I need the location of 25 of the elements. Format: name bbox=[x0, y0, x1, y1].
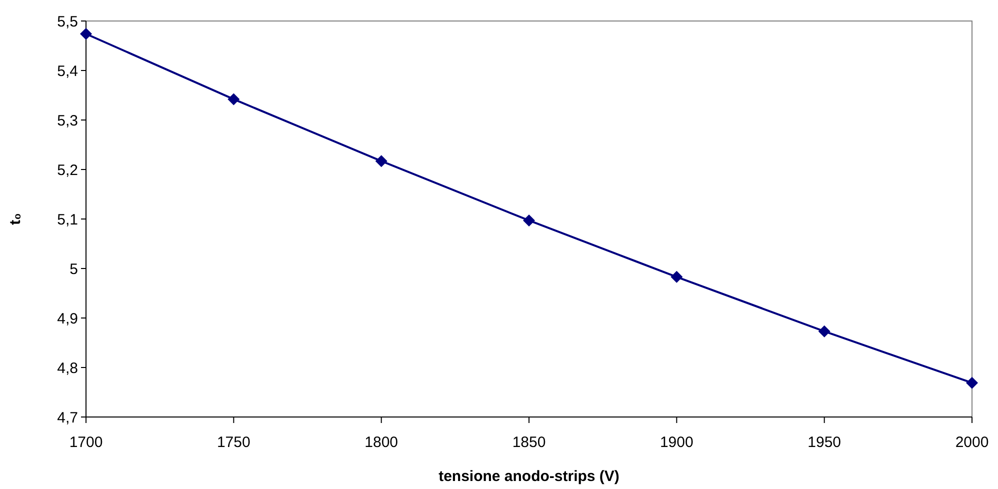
y-axis-title: t₀ bbox=[7, 213, 24, 225]
y-tick-label: 5 bbox=[70, 260, 78, 278]
x-axis-title: tensione anodo-strips (V) bbox=[438, 468, 620, 485]
y-tick-label: 5,4 bbox=[57, 62, 78, 80]
point bbox=[523, 214, 535, 226]
x-tick-label: 1700 bbox=[69, 434, 103, 451]
point bbox=[375, 155, 388, 168]
y-tick-label: 5,5 bbox=[57, 13, 78, 30]
point bbox=[670, 270, 683, 283]
y-tick-label: 4,7 bbox=[57, 409, 78, 426]
y-tick-label: 5,1 bbox=[57, 211, 78, 228]
point bbox=[966, 376, 978, 389]
x-tick-label: 1900 bbox=[660, 434, 694, 451]
y-tick-label: 4,8 bbox=[57, 360, 78, 377]
x-tick-label: 1950 bbox=[808, 434, 842, 451]
point bbox=[80, 28, 92, 40]
x-tick-label: 2000 bbox=[955, 434, 989, 451]
x-tick-label: 1850 bbox=[512, 434, 546, 451]
y-tick-label: 5,3 bbox=[57, 112, 78, 130]
x-tick-label: 1750 bbox=[216, 434, 250, 451]
point bbox=[228, 93, 240, 106]
y-tick-label: 5,2 bbox=[57, 162, 78, 179]
point bbox=[818, 325, 830, 338]
x-tick-label: 1800 bbox=[364, 434, 398, 451]
y-tick-label: 4,9 bbox=[57, 310, 78, 328]
